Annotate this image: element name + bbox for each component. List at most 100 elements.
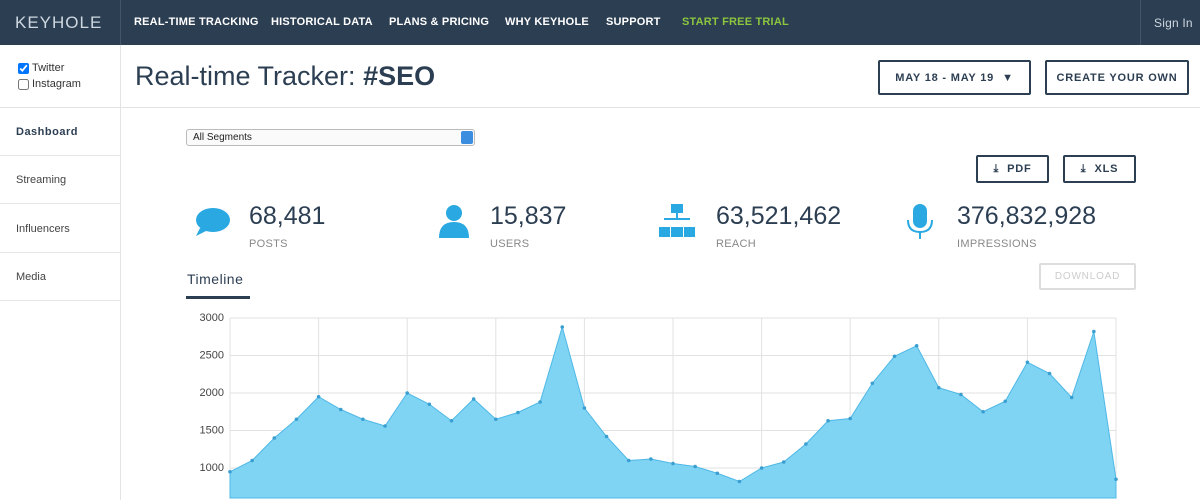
impressions-icon bbox=[913, 204, 927, 228]
logo[interactable]: KEYHOLE bbox=[15, 13, 103, 32]
nav-item[interactable]: WHY KEYHOLE bbox=[505, 16, 589, 28]
menu-item[interactable]: Influencers bbox=[0, 205, 120, 253]
stat-value: 376,832,928 bbox=[957, 202, 1097, 230]
hashtag: #SEO bbox=[363, 61, 436, 91]
data-point bbox=[427, 402, 432, 407]
stat-label: IMPRESSIONS bbox=[957, 238, 1037, 250]
divider bbox=[121, 107, 1200, 108]
data-point bbox=[715, 471, 720, 476]
data-point bbox=[870, 381, 875, 386]
data-point bbox=[693, 464, 697, 469]
data-point bbox=[1069, 395, 1074, 400]
menu-item[interactable]: Media bbox=[0, 253, 120, 301]
nav-cta[interactable]: START FREE TRIAL bbox=[682, 16, 789, 28]
data-point bbox=[1003, 399, 1008, 404]
stat-icons bbox=[196, 204, 933, 239]
stat-value: 63,521,462 bbox=[716, 202, 842, 230]
menu-item[interactable]: Streaming bbox=[0, 156, 120, 204]
reach-icon bbox=[671, 227, 683, 237]
label: PDF bbox=[1007, 163, 1032, 175]
y-tick-label: 1500 bbox=[200, 424, 224, 436]
stat-label: REACH bbox=[716, 238, 757, 250]
caret: ▼ bbox=[1002, 71, 1014, 84]
data-point bbox=[737, 479, 742, 484]
data-point bbox=[316, 394, 321, 399]
data-point bbox=[804, 442, 808, 446]
data-point bbox=[449, 418, 454, 423]
reach-icon bbox=[659, 227, 670, 237]
checkbox[interactable] bbox=[18, 78, 29, 90]
data-point bbox=[250, 458, 254, 463]
reach-icon bbox=[676, 213, 678, 219]
date-range[interactable]: MAY 18 - MAY 19 ▼ bbox=[878, 60, 1031, 95]
data-point bbox=[338, 407, 343, 412]
reach-icon bbox=[664, 218, 690, 220]
impressions-icon bbox=[919, 232, 921, 239]
title: Real-time Tracker: bbox=[135, 61, 356, 91]
data-point bbox=[1025, 360, 1030, 365]
data-point bbox=[604, 434, 609, 439]
divider bbox=[120, 0, 121, 45]
sign-in[interactable]: Sign In bbox=[1154, 16, 1193, 30]
data-point bbox=[1092, 329, 1096, 334]
data-point bbox=[1114, 477, 1118, 482]
label: MAY 18 - MAY 19 bbox=[895, 71, 995, 84]
data-point bbox=[914, 343, 919, 348]
stat-value: 15,837 bbox=[490, 202, 567, 230]
data-point bbox=[892, 354, 897, 359]
data-point bbox=[228, 469, 232, 474]
checkbox[interactable] bbox=[18, 62, 29, 74]
data-point bbox=[759, 466, 764, 470]
users-icon-head bbox=[446, 205, 462, 221]
stat-value: 68,481 bbox=[249, 202, 326, 230]
nav-item[interactable]: SUPPORT bbox=[606, 16, 661, 28]
divider bbox=[0, 107, 120, 108]
nav-item[interactable]: REAL-TIME TRACKING bbox=[134, 16, 259, 28]
download-button[interactable]: DOWNLOAD bbox=[1039, 263, 1136, 290]
data-point bbox=[959, 392, 963, 397]
network-option[interactable]: Twitter bbox=[18, 62, 64, 74]
timeline-chart: 1000 1500 2000 2500 3000 bbox=[200, 312, 1118, 499]
data-point bbox=[781, 460, 786, 464]
posts-icon bbox=[196, 208, 230, 232]
network-option[interactable]: Instagram bbox=[18, 78, 81, 90]
y-tick-label: 2500 bbox=[200, 349, 224, 361]
data-point bbox=[383, 424, 387, 428]
area bbox=[229, 325, 1117, 499]
stat-label: POSTS bbox=[249, 238, 288, 250]
nav-item[interactable]: PLANS & PRICING bbox=[389, 16, 490, 28]
select-arrow bbox=[461, 131, 473, 144]
data-point bbox=[649, 457, 653, 461]
create-button[interactable]: CREATE YOUR OWN bbox=[1045, 60, 1189, 95]
tab[interactable]: Timeline bbox=[187, 271, 244, 287]
menu-item[interactable]: Dashboard bbox=[0, 108, 120, 156]
y-tick-label: 2000 bbox=[200, 387, 224, 399]
nav-bar: KEYHOLE REAL-TIME TRACKING HISTORICAL DA… bbox=[0, 0, 1200, 45]
icons bbox=[196, 204, 933, 239]
label: Instagram bbox=[32, 78, 81, 90]
nav-item[interactable]: HISTORICAL DATA bbox=[271, 16, 373, 28]
data-point bbox=[494, 417, 498, 422]
export-pdf[interactable]: ⤓ PDF bbox=[976, 155, 1049, 183]
data-point bbox=[981, 409, 985, 414]
label: All Segments bbox=[193, 132, 252, 143]
page-title: Real-time Tracker: #SEO bbox=[135, 61, 435, 92]
data-point bbox=[1047, 371, 1052, 376]
posts-icon-tail bbox=[196, 228, 208, 236]
stat-label: USERS bbox=[490, 238, 530, 250]
data-point bbox=[294, 417, 299, 422]
data-point bbox=[405, 391, 409, 395]
reach-icon bbox=[671, 204, 683, 213]
divider bbox=[1140, 0, 1141, 45]
segment-select[interactable]: All Segments bbox=[186, 129, 475, 146]
data-point bbox=[848, 416, 852, 421]
data-point bbox=[272, 436, 277, 440]
export-xls[interactable]: ⤓ XLS bbox=[1063, 155, 1136, 183]
data-point bbox=[516, 410, 520, 415]
data-point bbox=[626, 458, 631, 463]
data-point bbox=[538, 400, 542, 404]
y-tick-label: 3000 bbox=[200, 312, 224, 324]
label: Twitter bbox=[32, 62, 65, 74]
data-point bbox=[361, 417, 365, 422]
